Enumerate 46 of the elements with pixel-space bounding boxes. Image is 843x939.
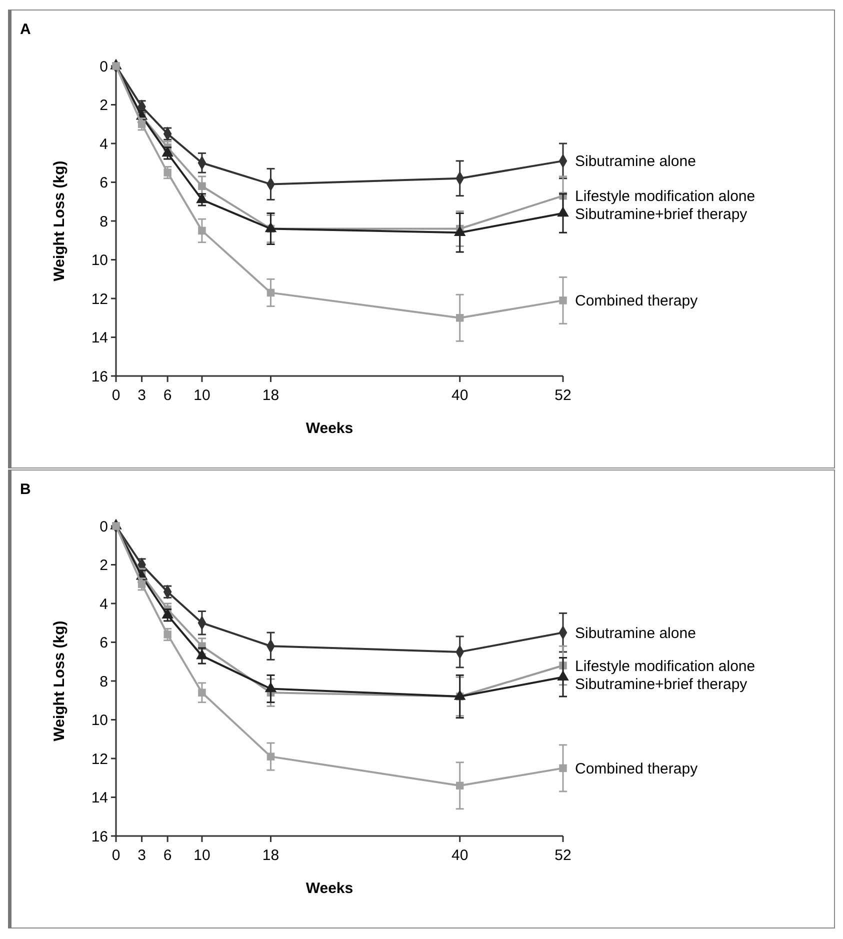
y-tick-label: 12 [91, 750, 108, 768]
x-tick-label: 0 [112, 847, 120, 864]
y-tick-label: 6 [100, 174, 108, 192]
series-label: Sibutramine alone [575, 153, 696, 170]
y-tick-label: 0 [100, 518, 108, 536]
x-tick-label: 40 [452, 847, 468, 864]
x-tick-label: 6 [163, 387, 172, 404]
y-tick-label: 10 [91, 252, 108, 269]
x-axis-title: Weeks [306, 420, 354, 437]
x-tick-label: 10 [194, 847, 210, 864]
y-tick-label: 6 [100, 634, 108, 652]
y-tick-label: 14 [91, 790, 108, 806]
series-label: Combined therapy [575, 292, 698, 310]
y-tick-label: 16 [91, 828, 108, 846]
x-tick-label: 40 [452, 387, 468, 404]
series-label: Combined therapy [575, 760, 698, 778]
x-tick-label: 3 [138, 387, 146, 404]
chart-title: A [20, 21, 31, 38]
x-axis-title: Weeks [306, 880, 354, 897]
series-label: Sibutramine alone [575, 624, 696, 642]
y-tick-label: 4 [100, 136, 108, 153]
y-tick-label: 8 [100, 213, 108, 230]
x-tick-label: 6 [163, 847, 172, 864]
y-tick-label: 8 [100, 673, 108, 690]
y-tick-label: 4 [100, 596, 108, 613]
x-tick-label: 18 [262, 387, 280, 404]
x-tick-label: 18 [262, 847, 280, 864]
y-tick-label: 0 [100, 58, 108, 76]
series-label: Lifestyle modification alone [575, 188, 756, 206]
series-label: Sibutramine+brief therapy [575, 676, 748, 693]
x-tick-label: 52 [554, 387, 572, 404]
y-axis-title: Weight Loss (kg) [51, 620, 68, 742]
chart-title: B [20, 481, 31, 498]
x-tick-label: 10 [194, 387, 210, 404]
series-label: Lifestyle modification alone [575, 658, 756, 675]
x-tick-label: 52 [554, 847, 572, 864]
y-tick-label: 14 [91, 330, 108, 346]
y-tick-label: 12 [91, 290, 108, 308]
y-tick-label: 16 [91, 368, 108, 386]
y-axis-title: Weight Loss (kg) [51, 160, 68, 282]
y-tick-label: 2 [100, 557, 108, 574]
series-label: Sibutramine+brief therapy [575, 206, 748, 224]
y-tick-label: 2 [100, 97, 108, 114]
x-tick-label: 0 [112, 387, 120, 404]
x-tick-label: 3 [138, 847, 146, 864]
y-tick-label: 10 [91, 712, 108, 729]
